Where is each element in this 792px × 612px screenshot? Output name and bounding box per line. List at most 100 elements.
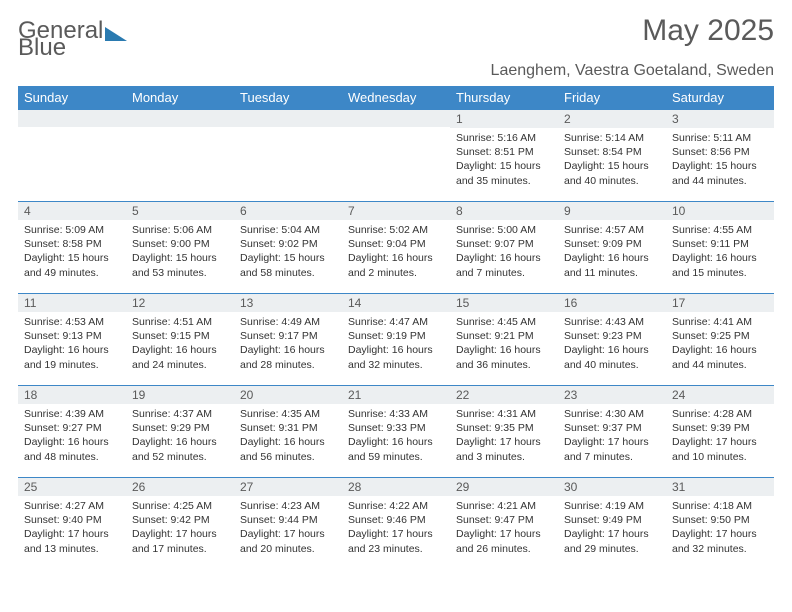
location: Laenghem, Vaestra Goetaland, Sweden — [18, 62, 774, 80]
day-details: Sunrise: 4:33 AMSunset: 9:33 PMDaylight:… — [342, 404, 450, 467]
day-number: 16 — [558, 293, 666, 312]
logo-triangle-icon — [105, 21, 131, 41]
day-number: 9 — [558, 201, 666, 220]
calendar-cell: 28Sunrise: 4:22 AMSunset: 9:46 PMDayligh… — [342, 477, 450, 569]
day-number: 15 — [450, 293, 558, 312]
day-details: Sunrise: 4:35 AMSunset: 9:31 PMDaylight:… — [234, 404, 342, 467]
calendar-cell: 26Sunrise: 4:25 AMSunset: 9:42 PMDayligh… — [126, 477, 234, 569]
day-number: 8 — [450, 201, 558, 220]
day-number: 11 — [18, 293, 126, 312]
calendar-cell-empty — [18, 109, 126, 201]
day-number: 25 — [18, 477, 126, 496]
weekday-header: Tuesday — [234, 86, 342, 109]
day-details: Sunrise: 4:45 AMSunset: 9:21 PMDaylight:… — [450, 312, 558, 375]
day-details: Sunrise: 4:49 AMSunset: 9:17 PMDaylight:… — [234, 312, 342, 375]
calendar-cell: 29Sunrise: 4:21 AMSunset: 9:47 PMDayligh… — [450, 477, 558, 569]
calendar-cell: 7Sunrise: 5:02 AMSunset: 9:04 PMDaylight… — [342, 201, 450, 293]
day-number: 24 — [666, 385, 774, 404]
day-number: 23 — [558, 385, 666, 404]
day-details: Sunrise: 4:25 AMSunset: 9:42 PMDaylight:… — [126, 496, 234, 559]
day-details: Sunrise: 4:28 AMSunset: 9:39 PMDaylight:… — [666, 404, 774, 467]
day-details: Sunrise: 5:09 AMSunset: 8:58 PMDaylight:… — [18, 220, 126, 283]
day-details: Sunrise: 4:19 AMSunset: 9:49 PMDaylight:… — [558, 496, 666, 559]
calendar-row: 1Sunrise: 5:16 AMSunset: 8:51 PMDaylight… — [18, 109, 774, 201]
day-number: 21 — [342, 385, 450, 404]
calendar-table: SundayMondayTuesdayWednesdayThursdayFrid… — [18, 86, 774, 569]
day-number: 22 — [450, 385, 558, 404]
day-details: Sunrise: 4:30 AMSunset: 9:37 PMDaylight:… — [558, 404, 666, 467]
calendar-cell: 1Sunrise: 5:16 AMSunset: 8:51 PMDaylight… — [450, 109, 558, 201]
day-number: 4 — [18, 201, 126, 220]
day-details: Sunrise: 4:39 AMSunset: 9:27 PMDaylight:… — [18, 404, 126, 467]
calendar-cell: 16Sunrise: 4:43 AMSunset: 9:23 PMDayligh… — [558, 293, 666, 385]
day-number: 2 — [558, 109, 666, 128]
day-number: 26 — [126, 477, 234, 496]
day-details: Sunrise: 5:14 AMSunset: 8:54 PMDaylight:… — [558, 128, 666, 191]
calendar-row: 11Sunrise: 4:53 AMSunset: 9:13 PMDayligh… — [18, 293, 774, 385]
day-number: 7 — [342, 201, 450, 220]
calendar-cell-empty — [342, 109, 450, 201]
day-details: Sunrise: 4:55 AMSunset: 9:11 PMDaylight:… — [666, 220, 774, 283]
day-details: Sunrise: 4:18 AMSunset: 9:50 PMDaylight:… — [666, 496, 774, 559]
day-details: Sunrise: 4:31 AMSunset: 9:35 PMDaylight:… — [450, 404, 558, 467]
calendar-cell: 30Sunrise: 4:19 AMSunset: 9:49 PMDayligh… — [558, 477, 666, 569]
day-details: Sunrise: 5:04 AMSunset: 9:02 PMDaylight:… — [234, 220, 342, 283]
day-number: 5 — [126, 201, 234, 220]
day-number: 6 — [234, 201, 342, 220]
day-number: 30 — [558, 477, 666, 496]
day-number: 18 — [18, 385, 126, 404]
day-details: Sunrise: 4:22 AMSunset: 9:46 PMDaylight:… — [342, 496, 450, 559]
calendar-cell-empty — [234, 109, 342, 201]
calendar-cell: 20Sunrise: 4:35 AMSunset: 9:31 PMDayligh… — [234, 385, 342, 477]
weekday-header: Sunday — [18, 86, 126, 109]
calendar-cell: 31Sunrise: 4:18 AMSunset: 9:50 PMDayligh… — [666, 477, 774, 569]
calendar-cell: 9Sunrise: 4:57 AMSunset: 9:09 PMDaylight… — [558, 201, 666, 293]
day-details: Sunrise: 4:47 AMSunset: 9:19 PMDaylight:… — [342, 312, 450, 375]
day-details: Sunrise: 4:37 AMSunset: 9:29 PMDaylight:… — [126, 404, 234, 467]
calendar-row: 25Sunrise: 4:27 AMSunset: 9:40 PMDayligh… — [18, 477, 774, 569]
calendar-cell: 2Sunrise: 5:14 AMSunset: 8:54 PMDaylight… — [558, 109, 666, 201]
day-number: 1 — [450, 109, 558, 128]
day-number: 31 — [666, 477, 774, 496]
day-details: Sunrise: 5:06 AMSunset: 9:00 PMDaylight:… — [126, 220, 234, 283]
day-details: Sunrise: 4:23 AMSunset: 9:44 PMDaylight:… — [234, 496, 342, 559]
calendar-cell: 5Sunrise: 5:06 AMSunset: 9:00 PMDaylight… — [126, 201, 234, 293]
day-number: 27 — [234, 477, 342, 496]
month-title: May 2025 — [642, 14, 774, 48]
day-details: Sunrise: 4:27 AMSunset: 9:40 PMDaylight:… — [18, 496, 126, 559]
weekday-header-row: SundayMondayTuesdayWednesdayThursdayFrid… — [18, 86, 774, 109]
day-number: 20 — [234, 385, 342, 404]
weekday-header: Wednesday — [342, 86, 450, 109]
day-number: 3 — [666, 109, 774, 128]
calendar-row: 18Sunrise: 4:39 AMSunset: 9:27 PMDayligh… — [18, 385, 774, 477]
day-details: Sunrise: 4:41 AMSunset: 9:25 PMDaylight:… — [666, 312, 774, 375]
calendar-cell: 19Sunrise: 4:37 AMSunset: 9:29 PMDayligh… — [126, 385, 234, 477]
calendar-cell: 15Sunrise: 4:45 AMSunset: 9:21 PMDayligh… — [450, 293, 558, 385]
weekday-header: Saturday — [666, 86, 774, 109]
calendar-cell: 23Sunrise: 4:30 AMSunset: 9:37 PMDayligh… — [558, 385, 666, 477]
day-number: 29 — [450, 477, 558, 496]
weekday-header: Thursday — [450, 86, 558, 109]
day-number: 28 — [342, 477, 450, 496]
day-number: 12 — [126, 293, 234, 312]
calendar-cell: 6Sunrise: 5:04 AMSunset: 9:02 PMDaylight… — [234, 201, 342, 293]
day-details: Sunrise: 5:00 AMSunset: 9:07 PMDaylight:… — [450, 220, 558, 283]
weekday-header: Friday — [558, 86, 666, 109]
calendar-cell: 4Sunrise: 5:09 AMSunset: 8:58 PMDaylight… — [18, 201, 126, 293]
calendar-cell: 3Sunrise: 5:11 AMSunset: 8:56 PMDaylight… — [666, 109, 774, 201]
calendar-cell: 25Sunrise: 4:27 AMSunset: 9:40 PMDayligh… — [18, 477, 126, 569]
day-number: 14 — [342, 293, 450, 312]
calendar-cell: 27Sunrise: 4:23 AMSunset: 9:44 PMDayligh… — [234, 477, 342, 569]
calendar-cell: 14Sunrise: 4:47 AMSunset: 9:19 PMDayligh… — [342, 293, 450, 385]
calendar-cell: 24Sunrise: 4:28 AMSunset: 9:39 PMDayligh… — [666, 385, 774, 477]
day-details: Sunrise: 5:02 AMSunset: 9:04 PMDaylight:… — [342, 220, 450, 283]
day-details: Sunrise: 4:51 AMSunset: 9:15 PMDaylight:… — [126, 312, 234, 375]
day-details: Sunrise: 4:57 AMSunset: 9:09 PMDaylight:… — [558, 220, 666, 283]
calendar-cell: 17Sunrise: 4:41 AMSunset: 9:25 PMDayligh… — [666, 293, 774, 385]
calendar-row: 4Sunrise: 5:09 AMSunset: 8:58 PMDaylight… — [18, 201, 774, 293]
calendar-cell: 10Sunrise: 4:55 AMSunset: 9:11 PMDayligh… — [666, 201, 774, 293]
day-details: Sunrise: 4:53 AMSunset: 9:13 PMDaylight:… — [18, 312, 126, 375]
day-number: 17 — [666, 293, 774, 312]
day-details: Sunrise: 4:21 AMSunset: 9:47 PMDaylight:… — [450, 496, 558, 559]
calendar-cell: 11Sunrise: 4:53 AMSunset: 9:13 PMDayligh… — [18, 293, 126, 385]
